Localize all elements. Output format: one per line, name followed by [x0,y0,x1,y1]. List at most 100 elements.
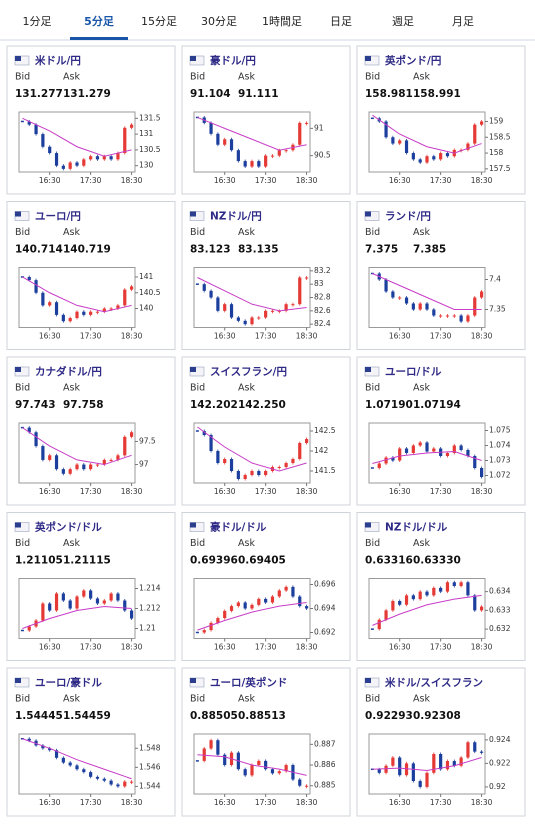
candle [377,769,381,773]
tab[interactable]: 15分足 [141,15,177,28]
pair-title[interactable]: ユーロ/ドル [385,366,442,378]
pair-title[interactable]: 英ポンド/ドル [34,521,102,534]
candle [109,459,113,461]
y-tick-label: 90.5 [314,151,331,160]
y-tick-label: 0.696 [314,580,336,589]
candle [377,463,381,468]
bid-label: Bid [190,694,205,705]
candle [466,742,470,758]
y-tick-label: 82.4 [314,319,331,328]
y-tick-label: 0.886 [314,760,336,769]
x-tick-label: 16:30 [389,643,411,652]
pair-title[interactable]: 米ドル/円 [34,54,81,67]
y-tick-label: 7.35 [489,305,506,314]
x-tick-label: 16:30 [389,332,411,341]
candle [398,448,402,461]
candle [291,304,295,306]
flag-icon-part [190,56,196,61]
ask-label: Ask [413,72,430,83]
moving-average [372,757,482,771]
x-tick-label: 16:30 [39,798,61,807]
moving-average [372,273,482,310]
y-tick-label: 1.21 [139,624,156,633]
tab[interactable]: 週足 [392,15,414,28]
candle [404,140,409,154]
ask-label: Ask [413,227,430,238]
candle [466,315,470,322]
candle [432,587,436,596]
candle [250,471,254,475]
candle [27,276,31,281]
candle [54,750,59,758]
x-tick-label: 16:30 [389,176,411,185]
candle [75,765,79,770]
tab[interactable]: 1分足 [23,15,52,28]
ask-label: Ask [63,538,80,549]
candle [82,159,86,166]
candle [202,284,206,291]
candle [109,308,113,310]
candle [89,156,93,160]
candle [209,290,213,298]
x-tick-label: 16:30 [39,643,61,652]
x-tick-label: 16:30 [389,487,411,496]
candle [291,459,295,463]
pair-title[interactable]: 豪ドル/ドル [210,521,267,534]
candle [250,317,254,325]
candle [277,467,281,468]
candle [27,626,31,631]
x-tick-label: 16:30 [214,798,236,807]
candle [82,590,86,597]
tab[interactable]: 1時間足 [262,15,302,28]
y-tick-label: 142.5 [314,426,336,435]
candle [236,150,240,162]
candle [27,427,31,433]
candle [54,153,59,166]
pair-title[interactable]: 豪ドル/円 [210,54,256,67]
candle [459,757,463,766]
candle [243,602,247,609]
pair-title[interactable]: ユーロ/円 [35,211,81,223]
candle [445,153,450,157]
candle [27,738,31,741]
candle [41,446,45,460]
x-tick-label: 18:30 [471,332,493,341]
pair-title[interactable]: ユーロ/豪ドル [35,676,102,689]
y-tick-label: 1.074 [489,441,511,450]
bid-value: 1.21105 [15,555,63,567]
candle [48,603,52,611]
pair-title[interactable]: NZドル/ドル [385,522,448,534]
tab[interactable]: 月足 [452,15,474,28]
y-tick-label: 1.548 [139,743,161,752]
ask-label: Ask [238,538,255,549]
y-tick-label: 157.5 [489,164,511,173]
pair-title[interactable]: 米ドル/スイスフラン [384,676,483,689]
pair-title[interactable]: ユーロ/英ポンド [210,676,287,689]
x-tick-label: 17:30 [80,487,102,496]
candle [404,448,409,453]
candle [75,311,79,319]
tab-active[interactable]: 5分足 [84,14,115,28]
pair-title[interactable]: NZドル/円 [210,211,262,223]
pair-title[interactable]: スイスフラン/円 [210,366,287,378]
candle [89,772,93,777]
candle [418,303,422,310]
candle [209,622,213,631]
candle [384,279,388,292]
pair-title[interactable]: ランド/円 [385,211,431,223]
y-tick-label: 130 [139,161,154,170]
candle [48,146,52,154]
bid-value: 0.92293 [365,710,413,722]
tab[interactable]: 日足 [330,15,352,28]
x-tick-label: 18:30 [471,643,493,652]
candle [257,317,261,319]
tab[interactable]: 30分足 [201,15,237,28]
flag-icon-part [15,211,21,217]
candle [384,121,388,138]
flag-icon-part [15,367,21,372]
pair-title[interactable]: カナダドル/円 [35,365,102,378]
x-tick-label: 18:30 [296,332,318,341]
pair-title[interactable]: 英ポンド/円 [384,54,441,67]
x-tick-label: 17:30 [255,487,277,496]
